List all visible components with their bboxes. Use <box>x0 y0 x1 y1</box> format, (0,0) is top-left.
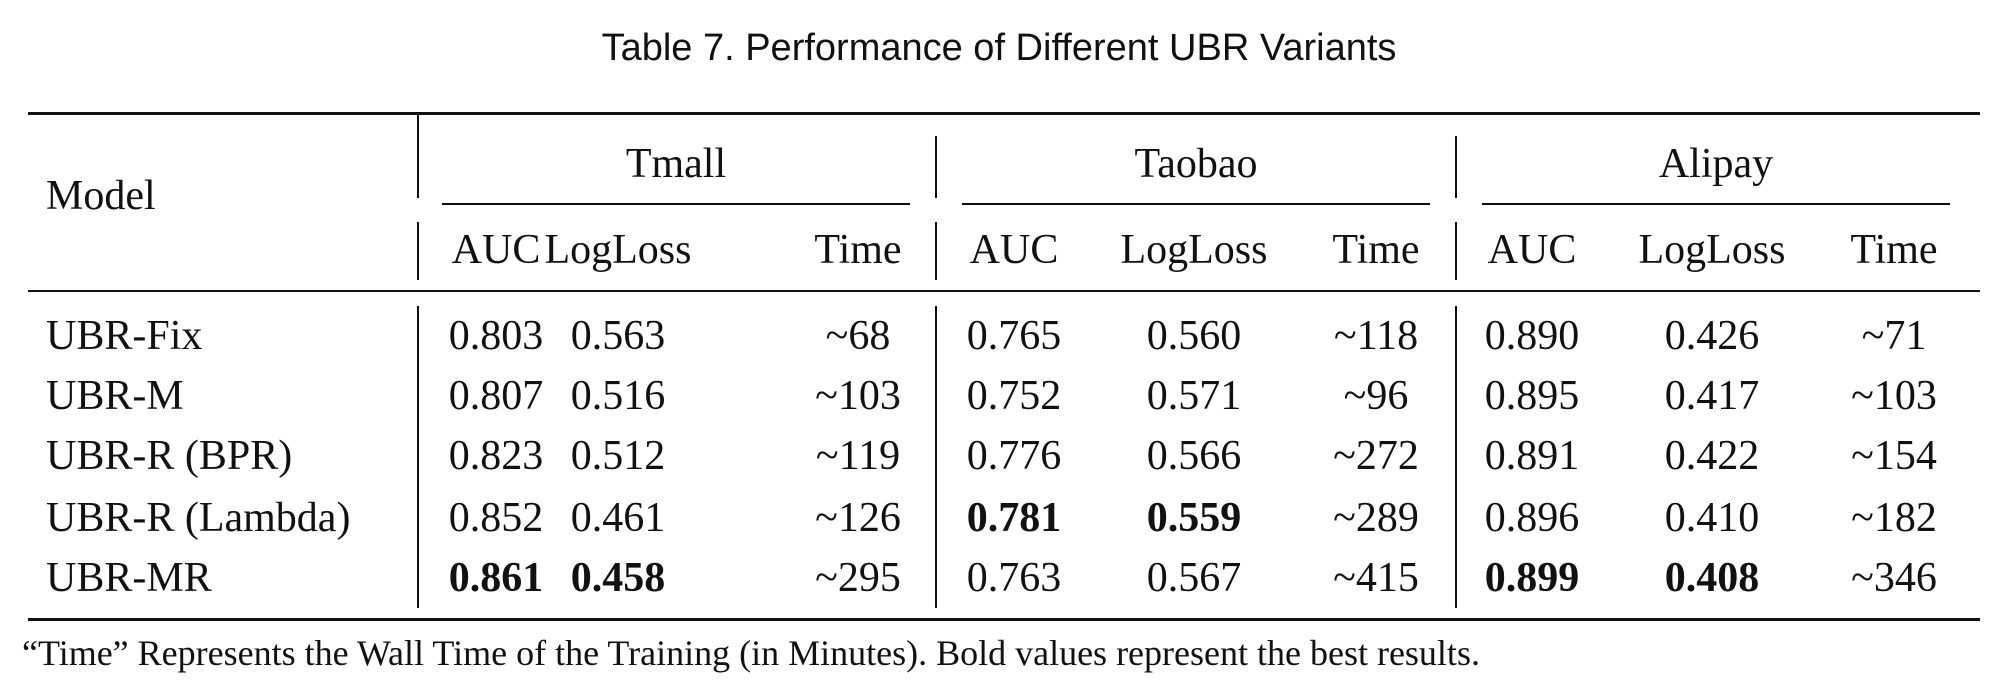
table-cell: ~119 <box>815 433 901 479</box>
table-cell: 0.861 <box>448 555 544 601</box>
table-cell: 0.571 <box>1146 373 1242 419</box>
column-separator <box>935 306 937 608</box>
table-cell: ~71 <box>1861 313 1927 359</box>
table-cell: ~346 <box>1851 555 1937 601</box>
table-cell: 0.408 <box>1664 555 1760 601</box>
column-separator <box>935 222 937 280</box>
table-cell: 0.752 <box>966 373 1062 419</box>
table-cell: 0.410 <box>1664 495 1760 541</box>
table-cell: 0.896 <box>1484 495 1580 541</box>
table-cell: 0.781 <box>966 495 1062 541</box>
metric-header: AUC <box>1487 227 1577 273</box>
table-cell: 0.417 <box>1664 373 1760 419</box>
table-cell: ~295 <box>815 555 901 601</box>
table-cell: ~289 <box>1333 495 1419 541</box>
table-cell: ~272 <box>1333 433 1419 479</box>
model-name: UBR-M <box>46 373 184 419</box>
table-cell: 0.776 <box>966 433 1062 479</box>
table-cell: 0.890 <box>1484 313 1580 359</box>
column-separator <box>417 112 419 198</box>
table-caption: Table 7. Performance of Different UBR Va… <box>601 27 1397 69</box>
group-rule <box>962 203 1430 205</box>
table-cell: 0.895 <box>1484 373 1580 419</box>
table-cell: 0.512 <box>570 433 666 479</box>
group-rule <box>1482 203 1950 205</box>
table-cell: 0.559 <box>1146 495 1242 541</box>
dataset-header: Tmall <box>625 141 727 187</box>
metric-header: AUC <box>969 227 1059 273</box>
table-cell: ~68 <box>825 313 891 359</box>
table-cell: 0.891 <box>1484 433 1580 479</box>
bottom-rule <box>28 618 1980 621</box>
dataset-header: Taobao <box>1134 141 1258 187</box>
table-cell: 0.899 <box>1484 555 1580 601</box>
table-cell: 0.563 <box>570 313 666 359</box>
column-separator <box>1455 136 1457 198</box>
metric-header: Time <box>1850 227 1938 273</box>
column-separator <box>1455 306 1457 608</box>
metric-header: LogLoss <box>544 227 692 273</box>
table-cell: 0.807 <box>448 373 544 419</box>
table-cell: ~154 <box>1851 433 1937 479</box>
metric-header: AUC <box>451 227 541 273</box>
column-separator <box>935 136 937 198</box>
table-cell: 0.422 <box>1664 433 1760 479</box>
table-cell: 0.803 <box>448 313 544 359</box>
model-name: UBR-MR <box>46 555 212 601</box>
model-name: UBR-Fix <box>46 313 203 359</box>
table-footnote: “Time” Represents the Wall Time of the T… <box>22 633 1480 673</box>
table-cell: ~182 <box>1851 495 1937 541</box>
dataset-header: Alipay <box>1658 141 1774 187</box>
table-cell: ~103 <box>815 373 901 419</box>
table-cell: 0.852 <box>448 495 544 541</box>
header-rule <box>28 290 1980 292</box>
metric-header: Time <box>814 227 902 273</box>
model-name: UBR-R (Lambda) <box>46 495 351 541</box>
group-rule <box>442 203 910 205</box>
table-cell: ~415 <box>1333 555 1419 601</box>
metric-header: LogLoss <box>1638 227 1786 273</box>
table-cell: 0.461 <box>570 495 666 541</box>
model-name: UBR-R (BPR) <box>46 433 293 479</box>
table-cell: 0.458 <box>570 555 666 601</box>
table-cell: 0.763 <box>966 555 1062 601</box>
table-cell: ~118 <box>1333 313 1419 359</box>
column-separator <box>417 222 419 280</box>
table-cell: 0.765 <box>966 313 1062 359</box>
metric-header: Time <box>1332 227 1420 273</box>
table-cell: 0.516 <box>570 373 666 419</box>
metric-header: LogLoss <box>1120 227 1268 273</box>
column-separator <box>417 306 419 608</box>
top-rule <box>28 112 1980 115</box>
column-separator <box>1455 222 1457 280</box>
table-cell: 0.566 <box>1146 433 1242 479</box>
table-cell: ~126 <box>815 495 901 541</box>
table-cell: ~96 <box>1343 373 1409 419</box>
model-header: Model <box>46 173 156 219</box>
table-cell: 0.823 <box>448 433 544 479</box>
table-cell: 0.426 <box>1664 313 1760 359</box>
table-cell: 0.567 <box>1146 555 1242 601</box>
table-cell: 0.560 <box>1146 313 1242 359</box>
table-cell: ~103 <box>1851 373 1937 419</box>
